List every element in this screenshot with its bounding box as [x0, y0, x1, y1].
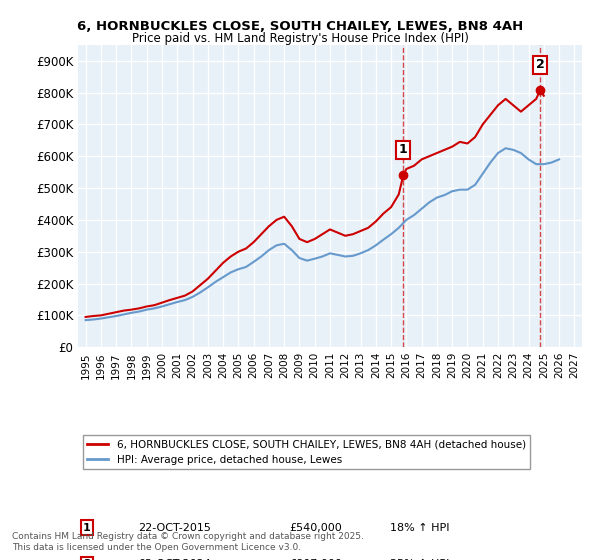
- Text: 6, HORNBUCKLES CLOSE, SOUTH CHAILEY, LEWES, BN8 4AH: 6, HORNBUCKLES CLOSE, SOUTH CHAILEY, LEW…: [77, 20, 523, 32]
- Text: Contains HM Land Registry data © Crown copyright and database right 2025.
This d: Contains HM Land Registry data © Crown c…: [12, 532, 364, 552]
- Text: £540,000: £540,000: [290, 522, 343, 533]
- Text: 1: 1: [83, 522, 91, 533]
- Text: 2: 2: [83, 559, 91, 560]
- Text: 2: 2: [536, 58, 544, 71]
- Text: 03-OCT-2024: 03-OCT-2024: [139, 559, 211, 560]
- Text: 35% ↑ HPI: 35% ↑ HPI: [391, 559, 450, 560]
- Text: 1: 1: [399, 143, 407, 156]
- Text: 22-OCT-2015: 22-OCT-2015: [139, 522, 211, 533]
- Text: £807,000: £807,000: [290, 559, 343, 560]
- Legend: 6, HORNBUCKLES CLOSE, SOUTH CHAILEY, LEWES, BN8 4AH (detached house), HPI: Avera: 6, HORNBUCKLES CLOSE, SOUTH CHAILEY, LEW…: [83, 436, 530, 469]
- Text: 18% ↑ HPI: 18% ↑ HPI: [391, 522, 450, 533]
- Text: Price paid vs. HM Land Registry's House Price Index (HPI): Price paid vs. HM Land Registry's House …: [131, 32, 469, 45]
